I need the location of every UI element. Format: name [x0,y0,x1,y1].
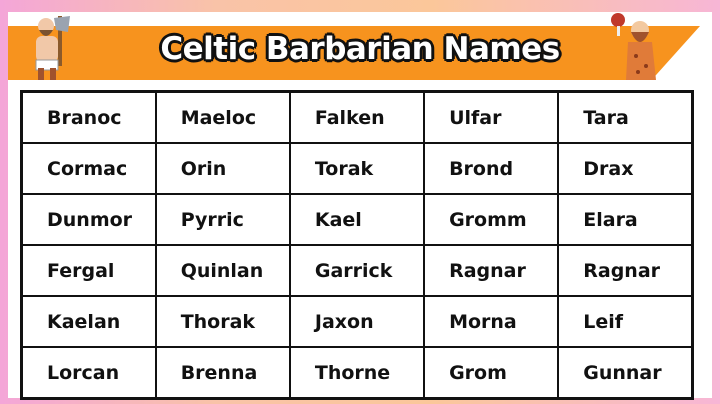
name-cell: Tara [557,90,694,144]
name-cell: Drax [557,142,694,195]
name-cell: Kael [288,193,426,246]
name-cell: Lorcan [20,346,157,400]
name-cell: Ulfar [423,90,560,144]
name-cell: Maeloc [154,90,291,144]
name-cell: Thorak [154,295,291,348]
card: Celtic Barbarian Names Branoc Maeloc Falke… [8,12,712,400]
table-row: Branoc Maeloc Falken Ulfar Tara [20,90,694,144]
page-title: Celtic Barbarian Names [160,31,560,67]
table-row: Dunmor Pyrric Kael Gromm Elara [20,193,694,246]
name-cell: Morna [423,295,560,348]
name-cell: Fergal [20,244,157,297]
name-cell: Gunnar [557,346,694,400]
name-cell: Cormac [20,142,157,195]
name-cell: Gromm [423,193,560,246]
names-table: Branoc Maeloc Falken Ulfar Tara Cormac Orin Tor… [20,90,694,400]
name-cell: Pyrric [154,193,291,246]
name-cell: Jaxon [288,295,426,348]
name-cell: Orin [154,142,291,195]
name-cell: Elara [557,193,694,246]
name-cell: Brenna [154,346,291,400]
caveman-illustration-right [611,13,656,80]
name-cell: Brond [423,142,560,195]
name-cell: Ragnar [557,244,694,297]
name-cell: Ragnar [423,244,560,297]
table-row: Cormac Orin Torak Brond Drax [20,142,694,195]
name-cell: Leif [557,295,694,348]
name-cell: Grom [423,346,560,400]
table-row: Lorcan Brenna Thorne Grom Gunnar [20,346,694,400]
name-cell: Thorne [288,346,426,400]
name-cell: Branoc [20,90,157,144]
barbarian-illustration-left [35,16,70,80]
name-cell: Torak [288,142,426,195]
title-banner [8,26,700,80]
name-cell: Falken [288,90,426,144]
name-cell: Dunmor [20,193,157,246]
table-row: Kaelan Thorak Jaxon Morna Leif [20,295,694,348]
name-cell: Garrick [288,244,426,297]
name-cell: Kaelan [20,295,157,348]
name-cell: Quinlan [154,244,291,297]
table-row: Fergal Quinlan Garrick Ragnar Ragnar [20,244,694,297]
